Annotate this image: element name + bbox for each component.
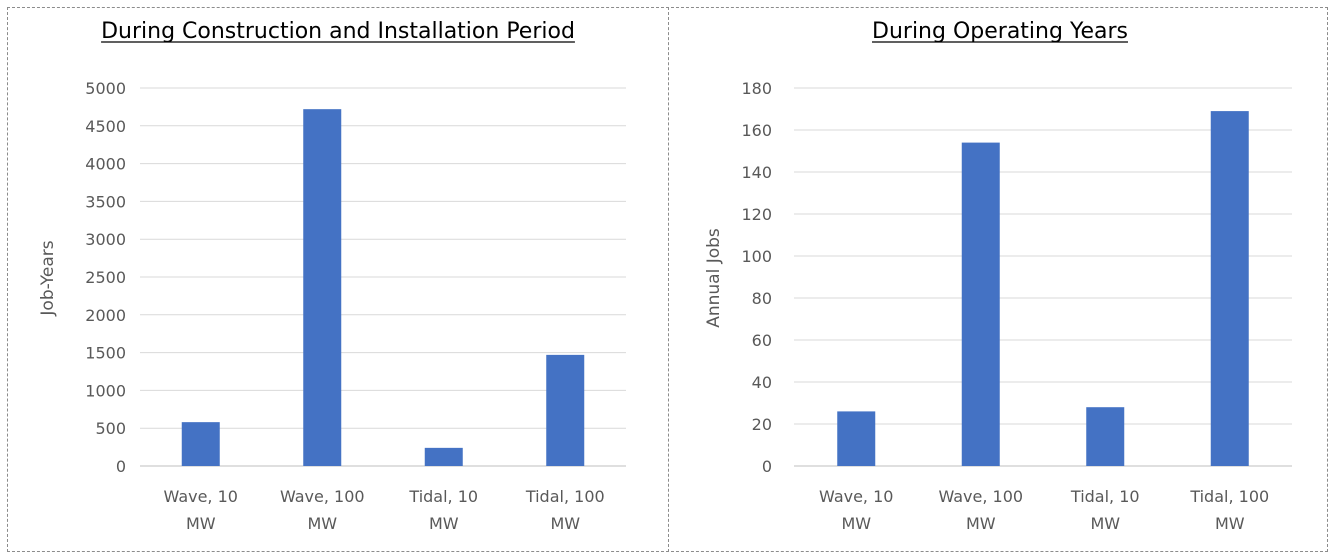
y-tick-label-operating: 0 [762, 457, 772, 476]
bar-operating [1086, 407, 1125, 466]
y-axis-label-operating: Annual Jobs [704, 228, 724, 328]
y-tick-label-construction: 2500 [85, 268, 126, 287]
y-tick-label-operating: 80 [752, 289, 772, 308]
bar-construction [181, 422, 220, 466]
x-category-label-operating: Wave, 100 MW [938, 487, 1023, 533]
y-tick-label-construction: 2000 [85, 306, 126, 325]
y-tick-label-operating: 100 [741, 247, 772, 266]
x-category-label-operating: Tidal, 10 MW [1070, 487, 1140, 533]
bar-operating [961, 142, 1000, 466]
chart-title-construction: During Construction and Installation Per… [101, 19, 575, 44]
chart-operating: During Operating Years Annual Jobs 0 20 40… [704, 19, 1292, 533]
y-tick-label-operating: 60 [752, 331, 772, 350]
y-tick-label-operating: 140 [741, 163, 772, 182]
y-tick-label-operating: 180 [741, 79, 772, 98]
y-tick-label-operating: 160 [741, 121, 772, 140]
y-tick-label-construction: 3500 [85, 192, 126, 211]
x-category-label-construction: Tidal, 100 MW [525, 487, 605, 533]
y-tick-label-construction: 500 [95, 419, 126, 438]
chart-construction: During Construction and Installation Per… [38, 19, 626, 533]
x-category-label-construction: Wave, 10 MW [164, 487, 238, 533]
x-category-label-construction: Tidal, 10 MW [408, 487, 478, 533]
y-tick-label-construction: 3000 [85, 230, 126, 249]
y-tick-label-operating: 120 [741, 205, 772, 224]
y-axis-label-construction: Job-Years [38, 240, 58, 316]
chart-title-operating: During Operating Years [872, 19, 1128, 44]
y-tick-label-construction: 4500 [85, 117, 126, 136]
y-tick-label-operating: 40 [752, 373, 772, 392]
y-tick-label-operating: 20 [752, 415, 772, 434]
x-category-label-construction: Wave, 100 MW [280, 487, 365, 533]
y-tick-label-construction: 1500 [85, 344, 126, 363]
y-tick-label-construction: 0 [116, 457, 126, 476]
x-category-label-operating: Wave, 10 MW [819, 487, 893, 533]
bar-construction [424, 447, 463, 466]
y-tick-label-construction: 4000 [85, 155, 126, 174]
y-tick-label-construction: 1000 [85, 381, 126, 400]
y-tick-label-construction: 5000 [85, 79, 126, 98]
figure-frame [7, 7, 1328, 552]
bar-operating [837, 411, 876, 466]
x-category-label-operating: Tidal, 100 MW [1189, 487, 1269, 533]
bar-operating [1210, 111, 1249, 466]
panel-divider [668, 7, 669, 552]
bar-construction [303, 109, 342, 466]
bar-construction [546, 354, 585, 466]
